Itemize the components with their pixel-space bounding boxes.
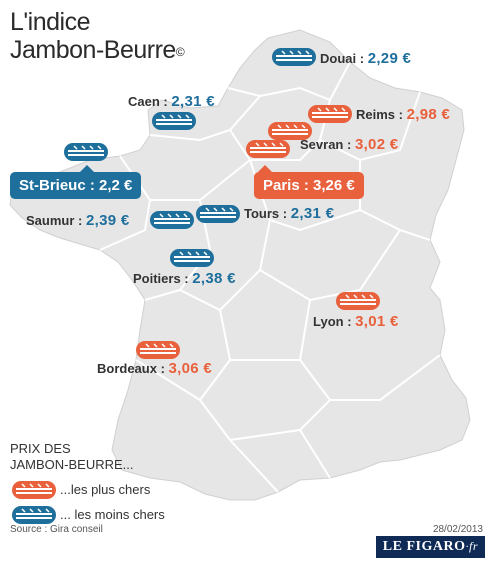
city-name: Caen: [128, 94, 160, 109]
city-price: 3,06 €: [168, 360, 213, 377]
legend-title: PRIX DES JAMBON-BEURRE...: [10, 441, 134, 473]
city-label-saumur: Saumur : 2,39 €: [26, 212, 130, 229]
city-price: 2,31 €: [171, 93, 215, 110]
city-price: 2,98 €: [406, 106, 451, 123]
city-label-caen: Caen : 2,31 €: [128, 93, 215, 110]
city-name: Bordeaux: [97, 361, 157, 376]
city-price: 2,38 €: [192, 270, 236, 287]
title-line-2: Jambon-Beurre©: [10, 36, 185, 64]
title-line-2-text: Jambon-Beurre: [10, 36, 176, 64]
sandwich-icon-poitiers: [169, 248, 215, 268]
city-name: Lyon: [313, 314, 344, 329]
legend-title-line-1: PRIX DES: [10, 441, 71, 456]
sandwich-icon-lyon: [335, 291, 381, 311]
city-label-bordeaux: Bordeaux : 3,06 €: [97, 360, 213, 377]
city-name: Saumur: [26, 213, 75, 228]
sandwich-icon-caen: [151, 111, 197, 131]
city-label-sevran: Sevran : 3,02 €: [300, 136, 399, 153]
publication-date: 28/02/2013: [432, 524, 483, 535]
city-name: Douai: [320, 51, 357, 66]
legend-label-expensive: ...les plus chers: [60, 482, 151, 497]
sandwich-icon-reims: [307, 104, 353, 124]
highlight-st-brieuc: St-Brieuc : 2,2 €: [10, 165, 142, 199]
sandwich-icon-saumur: [149, 210, 195, 230]
brand-logo: LE FIGARO·fr: [375, 536, 485, 558]
sandwich-icon-paris: [245, 139, 291, 159]
city-label-tours: Tours : 2,31 €: [244, 205, 335, 222]
city-name: Tours: [244, 206, 280, 221]
legend-icon-cheap: [11, 505, 57, 525]
title-line-1: L'indice: [10, 8, 91, 36]
city-name: Poitiers: [133, 271, 181, 286]
legend-label-cheap: ... les moins chers: [60, 507, 165, 522]
map-title: L'indice Jambon-Beurre©: [10, 8, 185, 64]
city-price: 3,02 €: [354, 136, 399, 153]
sandwich-icon-bordeaux: [135, 340, 181, 360]
city-price: 3,01 €: [355, 313, 399, 330]
city-label-reims: Reims : 2,98 €: [356, 106, 451, 123]
city-price: 2,31 €: [290, 205, 335, 222]
brand-suffix: ·fr: [465, 539, 478, 553]
source-note: Source : Gira conseil: [10, 524, 103, 535]
city-label-lyon: Lyon : 3,01 €: [313, 313, 399, 330]
copyright-mark: ©: [175, 45, 185, 59]
region-borders: [99, 61, 441, 493]
sandwich-icon-tours: [195, 204, 241, 224]
sandwich-icon-douai: [271, 47, 317, 67]
city-label-poitiers: Poitiers : 2,38 €: [133, 270, 236, 287]
highlight-paris: Paris : 3,26 €: [254, 165, 364, 199]
legend-title-line-2: JAMBON-BEURRE...: [10, 457, 134, 472]
city-name: Sevran: [300, 137, 344, 152]
brand-name: LE FIGARO: [382, 539, 466, 554]
legend-icon-expensive: [11, 480, 57, 500]
city-label-douai: Douai : 2,29 €: [320, 50, 412, 67]
city-price: 2,29 €: [367, 50, 412, 67]
sandwich-icon-st-brieuc: [63, 142, 109, 162]
city-name: Reims: [356, 107, 396, 122]
city-price: 2,39 €: [85, 212, 130, 229]
